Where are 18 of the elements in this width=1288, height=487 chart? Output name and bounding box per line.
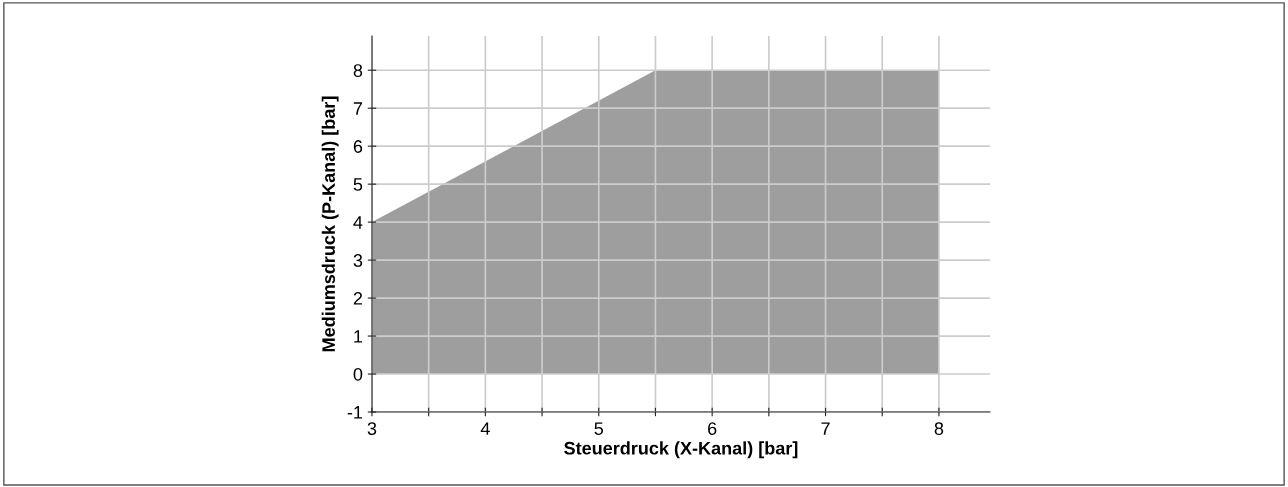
- x-tick-label: 3: [367, 422, 377, 435]
- y-tick-label: -1: [347, 406, 363, 419]
- x-axis-title: Steuerdruck (X-Kanal) [bar]: [564, 441, 798, 459]
- x-tick-label: 6: [708, 422, 717, 435]
- x-tick-label: 4: [480, 422, 490, 435]
- x-tick-label: 7: [821, 422, 830, 435]
- y-tick-label: 1: [354, 330, 363, 343]
- y-axis-title: Mediumsdruck (P-Kanal) [bar]: [321, 96, 339, 352]
- x-tick-label: 5: [594, 422, 604, 435]
- x-tick-label: 8: [934, 422, 944, 435]
- y-tick-label: 4: [353, 216, 363, 229]
- y-tick-label: 2: [353, 292, 363, 305]
- y-tick-label: 7: [353, 102, 363, 115]
- y-tick-label: 5: [353, 178, 363, 191]
- y-tick-label: 0: [353, 367, 363, 381]
- y-tick-label: 6: [353, 140, 363, 153]
- y-tick-label: 3: [353, 254, 363, 267]
- y-tick-label: 8: [353, 64, 363, 77]
